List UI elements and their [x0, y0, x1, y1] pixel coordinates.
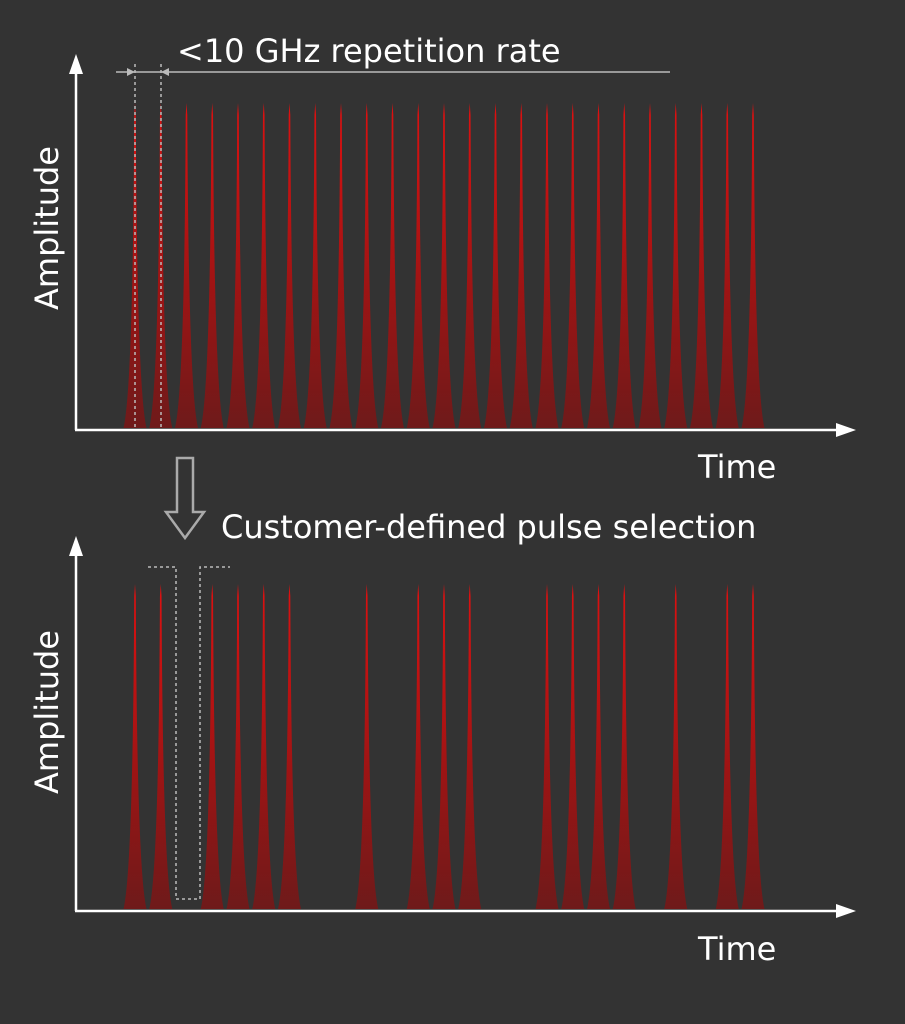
bottom-pulse — [612, 584, 636, 909]
rep-rate-label: <10 GHz repetition rate — [177, 32, 561, 70]
top-pulse — [587, 103, 610, 428]
transition: Customer-defined pulse selection — [163, 456, 756, 546]
selection-label: Customer-defined pulse selection — [221, 508, 756, 546]
bottom-pulse — [535, 584, 559, 909]
bottom-pulse — [252, 584, 276, 909]
top-pulse — [638, 103, 662, 428]
bottom-pulse-train — [123, 584, 765, 909]
rep-arrow-left-icon — [127, 68, 135, 76]
top-pulse — [252, 103, 276, 428]
top-pulse — [535, 103, 559, 428]
bottom-panel: Amplitude Time — [28, 536, 856, 968]
top-pulse — [355, 103, 379, 428]
bottom-pulse — [741, 584, 765, 909]
bottom-pulse — [278, 584, 301, 909]
top-pulse — [406, 103, 430, 428]
bottom-pulse — [715, 584, 739, 909]
bottom-pulse — [149, 584, 173, 909]
bottom-pulse — [355, 584, 379, 909]
top-pulse — [664, 103, 688, 428]
bottom-pulse — [587, 584, 610, 909]
top-pulse — [381, 103, 404, 428]
bottom-x-label: Time — [697, 930, 776, 968]
bottom-pulse — [432, 584, 456, 909]
top-y-label: Amplitude — [28, 146, 66, 310]
top-pulse — [690, 103, 713, 428]
bottom-x-axis-arrow-icon — [836, 904, 856, 918]
top-pulse — [226, 103, 250, 428]
bottom-pulse — [458, 584, 482, 909]
top-pulse-train — [123, 103, 765, 428]
top-panel: <10 GHz repetition rate Amplitude Time — [28, 32, 856, 486]
top-pulse — [200, 103, 224, 428]
top-pulse — [458, 103, 482, 428]
bottom-pulse — [664, 584, 688, 909]
top-x-label: Time — [697, 448, 776, 486]
top-pulse — [175, 103, 198, 428]
down-arrow-icon — [163, 456, 207, 541]
top-pulse — [123, 103, 147, 428]
top-pulse — [329, 103, 353, 428]
top-pulse — [484, 103, 507, 428]
gate-window — [148, 566, 230, 900]
top-pulse — [509, 103, 533, 428]
bottom-pulse — [226, 584, 250, 909]
rep-arrow-right-icon — [161, 68, 169, 76]
top-y-axis-arrow-icon — [69, 54, 83, 74]
top-pulse — [741, 103, 765, 428]
top-pulse — [561, 103, 585, 428]
top-pulse — [432, 103, 456, 428]
top-pulse — [715, 103, 739, 428]
top-pulse — [612, 103, 636, 428]
top-pulse — [278, 103, 301, 428]
bottom-y-label: Amplitude — [28, 630, 66, 794]
bottom-pulse — [561, 584, 585, 909]
bottom-pulse — [406, 584, 430, 909]
top-pulse — [149, 103, 173, 428]
bottom-pulse — [123, 584, 147, 909]
top-pulse — [303, 103, 327, 428]
bottom-y-axis-arrow-icon — [69, 536, 83, 556]
top-x-axis-arrow-icon — [836, 423, 856, 437]
bottom-pulse — [200, 584, 224, 909]
